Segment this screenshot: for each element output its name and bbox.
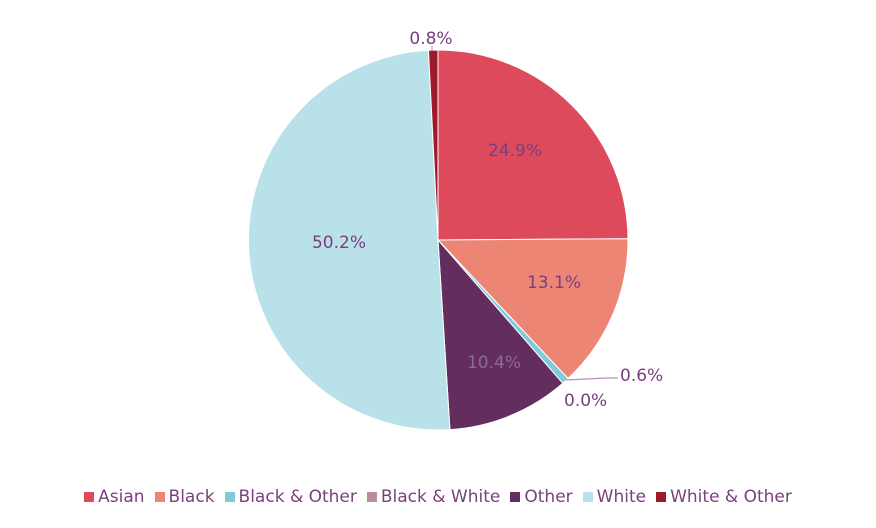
legend-swatch [510,492,521,502]
legend-label: Other [524,487,573,507]
pie-slice-other [437,238,564,431]
legend-label: Asian [98,487,145,507]
pie-slice-white-and-other [427,49,439,241]
data-label-white: 50.2% [312,233,366,253]
legend-swatch [582,492,593,502]
legend-label: White [596,487,647,507]
legend-item-asian: Asian [84,487,145,507]
data-label-asian: 24.9% [488,141,542,161]
leader-line-black-and-other [565,377,618,381]
legend-swatch [366,492,377,502]
legend-label: White & Other [670,487,792,507]
data-label-other: 10.4% [467,353,521,373]
legend-label: Black & White [380,487,501,507]
pie-slice-asian [437,49,629,241]
data-label-black-and-white: 0.0% [564,391,607,411]
legend-swatch [656,492,667,502]
legend-swatch [154,492,165,502]
data-label-black: 13.1% [527,273,581,293]
data-labels: 24.9% 13.1% 0.6% 0.0% 10.4% 50.2% 0.8% [312,29,663,411]
legend-swatch [224,492,235,502]
legend-item-white: White [582,487,647,507]
pie-slice-black [436,238,629,380]
legend-item-black: Black [154,487,215,507]
legend-item-black-and-other: Black & Other [224,487,357,507]
legend-label: Black [168,487,215,507]
legend-swatch [84,492,95,502]
data-label-white-and-other: 0.8% [409,29,452,49]
legend-item-other: Other [510,487,573,507]
legend-item-white-and-other: White & Other [656,487,792,507]
legend: Asian Black Black & Other Black & White … [0,487,876,507]
leader-lines [431,46,618,381]
pie-slice-white [248,49,451,431]
data-label-black-and-other: 0.6% [620,366,663,386]
legend-label: Black & Other [238,487,357,507]
legend-item-black-and-white: Black & White [366,487,501,507]
pie-slices [248,49,629,431]
